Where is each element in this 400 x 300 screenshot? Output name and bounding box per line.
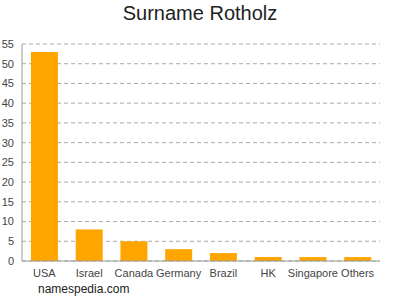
svg-text:25: 25 xyxy=(8,156,14,168)
svg-text:HK: HK xyxy=(260,267,276,279)
svg-text:10: 10 xyxy=(8,215,14,227)
svg-text:Brazil: Brazil xyxy=(210,267,238,279)
svg-text:Singapore: Singapore xyxy=(288,267,338,279)
svg-text:20: 20 xyxy=(8,176,14,188)
svg-text:Others: Others xyxy=(341,267,375,279)
html-text:Surname Rotholz: Surname Rotholz xyxy=(122,2,278,24)
svg-text:Israel: Israel xyxy=(76,267,103,279)
svg-text:Canada: Canada xyxy=(115,267,154,279)
svg-text:0: 0 xyxy=(8,255,14,267)
svg-text:55: 55 xyxy=(8,38,14,50)
svg-text:45: 45 xyxy=(8,77,14,89)
svg-text:USA: USA xyxy=(33,267,56,279)
svg-text:50: 50 xyxy=(8,58,14,70)
svg-text:35: 35 xyxy=(8,117,14,129)
svg-text:Germany: Germany xyxy=(156,267,202,279)
svg-text:15: 15 xyxy=(8,196,14,208)
html-text:namespedia.com: namespedia.com xyxy=(38,282,130,296)
svg-text:40: 40 xyxy=(8,97,14,109)
svg-text:5: 5 xyxy=(8,235,14,247)
svg-text:30: 30 xyxy=(8,137,14,149)
